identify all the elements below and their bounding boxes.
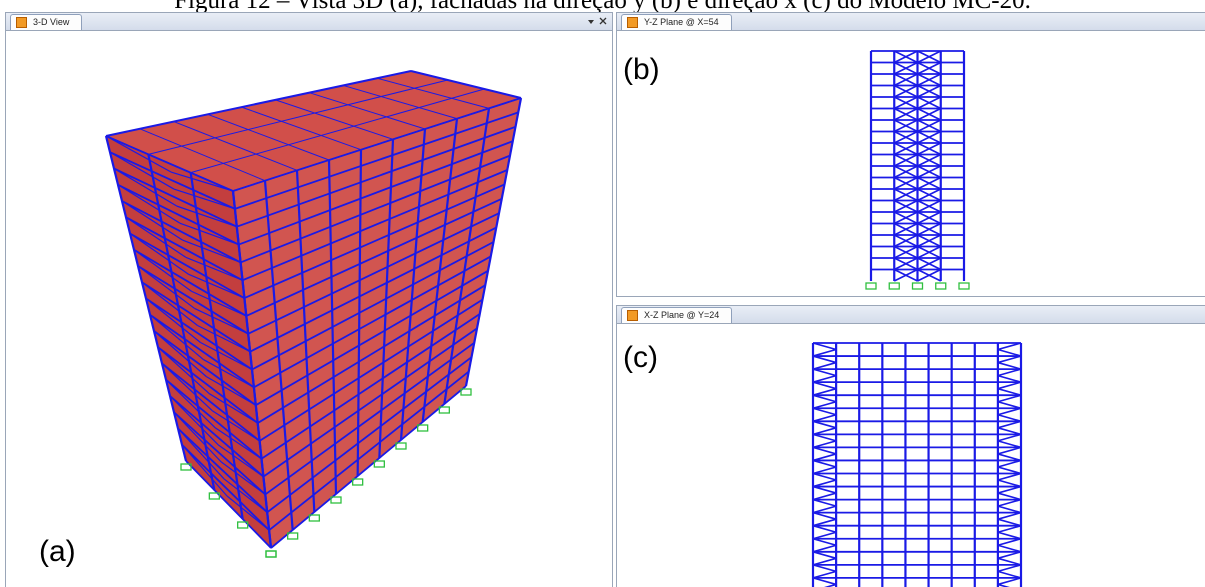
frame-member (813, 519, 836, 526)
frame-member (813, 500, 836, 507)
frame-member (813, 526, 836, 533)
support (266, 551, 276, 557)
frame-member (998, 571, 1021, 578)
support (936, 283, 946, 289)
support (866, 283, 876, 289)
frame-member (813, 571, 836, 578)
panel-label: (b) (623, 53, 660, 87)
frame-member (813, 350, 836, 357)
frame-member (813, 493, 836, 500)
panel-label: (c) (623, 341, 658, 375)
frame-member (813, 376, 836, 383)
frame-member (998, 376, 1021, 383)
support (913, 283, 923, 289)
frame-member (813, 415, 836, 422)
frame-member (813, 356, 836, 363)
panel-label: (a) (39, 535, 76, 569)
frame-member (813, 532, 836, 539)
frame-member (813, 480, 836, 487)
frame-member (998, 460, 1021, 467)
support (959, 283, 969, 289)
view-panel: Y-Z Plane @ X=54 (b) (616, 12, 1205, 297)
frame-member (998, 408, 1021, 415)
frame-member (998, 447, 1021, 454)
frame-member (813, 513, 836, 520)
frame-member (998, 480, 1021, 487)
frame-member (813, 389, 836, 396)
frame-member (998, 467, 1021, 474)
support (889, 283, 899, 289)
frame-member (998, 369, 1021, 376)
frame-member (998, 526, 1021, 533)
frame-member (813, 421, 836, 428)
frame-member (998, 415, 1021, 422)
frame-member (813, 441, 836, 448)
frame-member (998, 441, 1021, 448)
frame-member (998, 343, 1021, 350)
frame-member (813, 369, 836, 376)
frame-member (813, 363, 836, 370)
frame-member (813, 460, 836, 467)
frame-member (998, 487, 1021, 494)
frame-member (998, 474, 1021, 481)
elevation-xz (617, 306, 1205, 587)
frame-member (813, 506, 836, 513)
frame-member (998, 545, 1021, 552)
frame-member (813, 434, 836, 441)
frame-member (813, 402, 836, 409)
frame-member (813, 454, 836, 461)
view-panel: X-Z Plane @ Y=24 (c) (616, 305, 1205, 587)
frame-member (998, 558, 1021, 565)
frame-member (998, 363, 1021, 370)
frame-member (813, 428, 836, 435)
frame-member (998, 350, 1021, 357)
frame-member (998, 395, 1021, 402)
frame-member (813, 474, 836, 481)
frame-member (998, 500, 1021, 507)
frame-member (998, 539, 1021, 546)
model-3d-view (6, 13, 612, 587)
frame-member (813, 408, 836, 415)
frame-member (998, 578, 1021, 585)
frame-member (998, 493, 1021, 500)
frame-member (998, 389, 1021, 396)
frame-member (813, 539, 836, 546)
frame-member (998, 382, 1021, 389)
figure: Figura 12 – Vista 3D (a), fachadas na di… (0, 0, 1205, 587)
frame-member (998, 506, 1021, 513)
frame-member (813, 565, 836, 572)
frame-member (998, 454, 1021, 461)
frame-member (813, 343, 836, 350)
frame-member (813, 558, 836, 565)
frame-member (998, 402, 1021, 409)
frame-member (813, 447, 836, 454)
frame-member (998, 513, 1021, 520)
frame-member (998, 421, 1021, 428)
frame-member (813, 395, 836, 402)
frame-member (813, 578, 836, 585)
frame-member (998, 565, 1021, 572)
frame-member (998, 552, 1021, 559)
frame-member (998, 356, 1021, 363)
frame-member (998, 519, 1021, 526)
view-panel: 3-D View (a) (5, 12, 613, 587)
support (266, 551, 276, 557)
elevation-yz (617, 13, 1205, 296)
frame-member (813, 487, 836, 494)
frame-member (998, 532, 1021, 539)
frame-member (813, 545, 836, 552)
frame-member (813, 382, 836, 389)
frame-member (998, 428, 1021, 435)
frame-member (813, 552, 836, 559)
frame-member (813, 467, 836, 474)
frame-member (998, 434, 1021, 441)
